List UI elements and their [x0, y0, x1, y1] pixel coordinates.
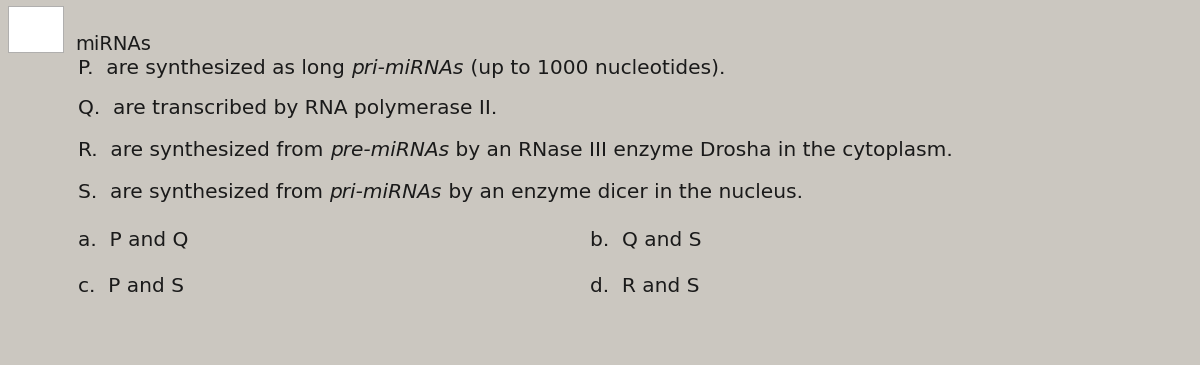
Text: by an RNase III enzyme Drosha in the cytoplasm.: by an RNase III enzyme Drosha in the cyt…	[449, 141, 953, 160]
Text: R.  are synthesized from: R. are synthesized from	[78, 141, 330, 160]
Text: a.  P and Q: a. P and Q	[78, 231, 188, 250]
Text: pri-miRNAs: pri-miRNAs	[352, 58, 463, 77]
Text: S.  are synthesized from: S. are synthesized from	[78, 182, 329, 201]
Text: P.  are synthesized as long: P. are synthesized as long	[78, 58, 352, 77]
Text: Q.  are transcribed by RNA polymerase II.: Q. are transcribed by RNA polymerase II.	[78, 99, 497, 118]
Text: c.  P and S: c. P and S	[78, 277, 184, 296]
Text: b.  Q and S: b. Q and S	[590, 231, 702, 250]
Text: pre-miRNAs: pre-miRNAs	[330, 141, 449, 160]
Bar	[8, 6, 64, 52]
Text: (up to 1000 nucleotides).: (up to 1000 nucleotides).	[463, 58, 725, 77]
Text: miRNAs: miRNAs	[74, 35, 151, 54]
Text: by an enzyme dicer in the nucleus.: by an enzyme dicer in the nucleus.	[442, 182, 803, 201]
Text: pri-miRNAs: pri-miRNAs	[329, 182, 442, 201]
Text: d.  R and S: d. R and S	[590, 277, 700, 296]
